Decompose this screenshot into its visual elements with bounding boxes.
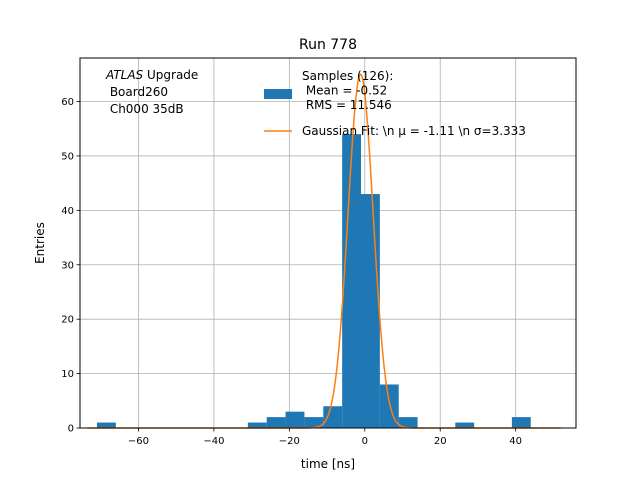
y-tick-label: 30 <box>61 260 74 271</box>
histogram-bar <box>266 417 286 428</box>
annotation-line-2: Board260 <box>106 85 168 99</box>
atlas-annotation: ATLAS Upgrade Board260 Ch000 35dB <box>105 68 198 116</box>
y-tick-label: 10 <box>61 369 74 380</box>
y-tick-label: 20 <box>61 315 74 326</box>
x-axis-label: time [ns] <box>301 457 355 471</box>
legend-histogram-swatch <box>264 89 292 99</box>
histogram-bar <box>342 134 362 429</box>
histogram-bar <box>304 417 324 428</box>
histogram-bar <box>511 417 531 428</box>
legend-fit-label: Gaussian Fit: \n μ = -1.11 \n σ=3.333 <box>302 124 526 138</box>
x-tick-label: 40 <box>509 436 522 447</box>
y-axis-label: Entries <box>33 222 47 264</box>
histogram-bar <box>398 417 418 428</box>
y-tick-label: 40 <box>61 206 74 217</box>
x-axis-ticks: −60 −40 −20 0 20 40 <box>128 428 522 447</box>
upgrade-word: Upgrade <box>143 68 198 82</box>
x-tick-label: −60 <box>128 436 149 447</box>
histogram-bar <box>285 411 305 428</box>
legend-histogram-line: Mean = -0.52 <box>302 84 387 98</box>
plot-frame <box>79 57 577 429</box>
legend-histogram-line: Samples (126): <box>302 69 393 83</box>
legend-histogram-line: RMS = 11.546 <box>302 98 392 112</box>
histogram-bars <box>96 134 531 429</box>
legend: Samples (126): Mean = -0.52 RMS = 11.546… <box>264 69 526 138</box>
x-tick-label: 0 <box>362 436 368 447</box>
y-axis-ticks: 0 10 20 30 40 50 60 <box>61 97 80 435</box>
annotation-line-1: ATLAS Upgrade <box>105 68 198 82</box>
x-tick-label: −20 <box>279 436 300 447</box>
histogram-bar <box>323 406 343 428</box>
legend-histogram-label: Samples (126): Mean = -0.52 RMS = 11.546 <box>302 69 393 112</box>
histogram-bar <box>247 422 267 428</box>
x-tick-label: −40 <box>203 436 224 447</box>
y-tick-label: 60 <box>61 97 74 108</box>
y-tick-label: 0 <box>68 424 74 435</box>
chart-title: Run 778 <box>299 37 357 53</box>
histogram-bar <box>361 194 380 428</box>
histogram-bar <box>96 422 116 428</box>
x-tick-label: 20 <box>434 436 447 447</box>
y-tick-label: 50 <box>61 151 74 162</box>
histogram-bar <box>455 422 475 428</box>
grid <box>80 58 576 429</box>
annotation-line-3: Ch000 35dB <box>106 102 184 116</box>
atlas-word: ATLAS <box>105 68 144 82</box>
